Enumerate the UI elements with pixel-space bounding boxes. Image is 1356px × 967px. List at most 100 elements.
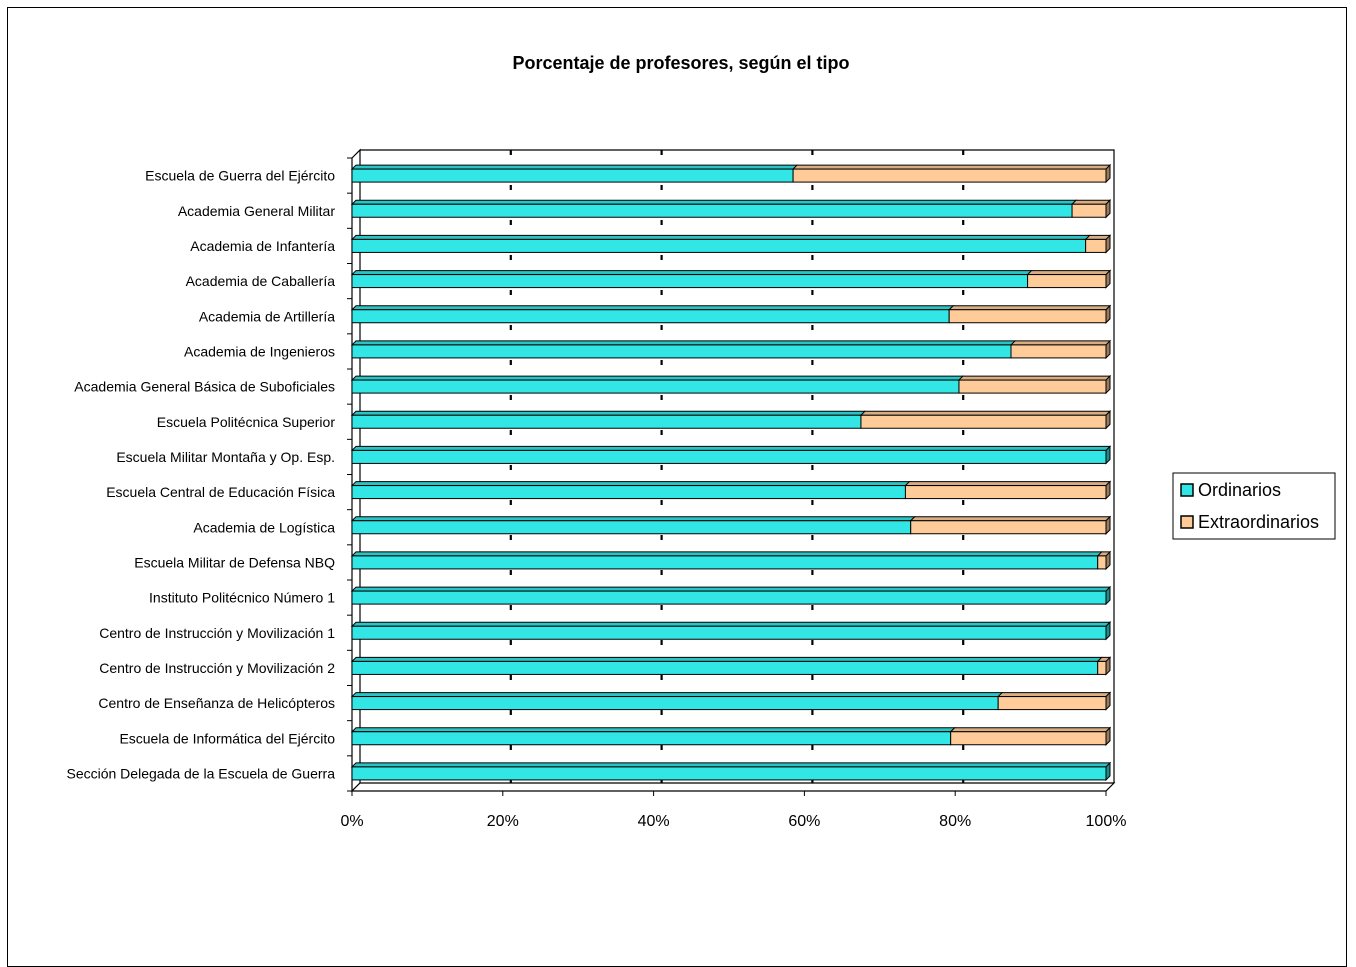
bar-extraordinarios bbox=[1097, 555, 1107, 570]
category-label: Centro de Enseñanza de Helicópteros bbox=[98, 695, 335, 711]
legend-label-extraordinarios: Extraordinarios bbox=[1198, 512, 1319, 532]
category-label: Escuela Politécnica Superior bbox=[157, 414, 336, 430]
bar-extraordinarios-top bbox=[957, 375, 1112, 381]
legend: Ordinarios Extraordinarios bbox=[1172, 472, 1336, 540]
bar-ordinarios-top bbox=[350, 199, 1078, 205]
bar-extraordinarios bbox=[904, 485, 1107, 500]
bar-extraordinarios bbox=[1071, 203, 1107, 218]
bar-extraordinarios-top bbox=[909, 516, 1112, 522]
bar-ordinarios bbox=[351, 520, 912, 535]
bar-ordinarios-top bbox=[350, 586, 1112, 592]
bar-ordinarios-top bbox=[350, 410, 867, 416]
x-tick-label: 80% bbox=[939, 813, 971, 830]
bar-extraordinarios-side bbox=[1105, 163, 1111, 184]
bar-ordinarios bbox=[351, 274, 1029, 289]
bar-ordinarios bbox=[351, 309, 950, 324]
bar-extraordinarios-top bbox=[859, 410, 1112, 416]
bar-ordinarios bbox=[351, 168, 794, 183]
bar-ordinarios-top bbox=[350, 551, 1103, 557]
category-label: Escuela de Informática del Ejército bbox=[119, 730, 335, 746]
bar-ordinarios-top bbox=[350, 270, 1033, 276]
bar-extraordinarios-top bbox=[1009, 340, 1112, 346]
category-label: Academia de Logística bbox=[193, 519, 335, 535]
category-label: Centro de Instrucción y Movilización 1 bbox=[99, 625, 335, 641]
bar-extraordinarios-side bbox=[1105, 726, 1111, 746]
bar-ordinarios-top bbox=[350, 692, 1004, 698]
bar-extraordinarios-side bbox=[1105, 480, 1111, 500]
bar-extraordinarios bbox=[958, 379, 1107, 394]
bar-extraordinarios-side bbox=[1105, 199, 1111, 219]
bar-ordinarios-top bbox=[350, 340, 1017, 346]
bar-extraordinarios-side bbox=[1105, 691, 1111, 711]
x-tick-label: 20% bbox=[487, 813, 519, 830]
bar-extraordinarios bbox=[792, 168, 1107, 183]
bar-ordinarios-side bbox=[1105, 761, 1111, 782]
bar-extraordinarios-side bbox=[1105, 269, 1111, 289]
bar-extraordinarios bbox=[1085, 238, 1107, 253]
category-label: Escuela Central de Educación Física bbox=[106, 484, 335, 500]
bar-extraordinarios bbox=[860, 414, 1107, 429]
bar-ordinarios-top bbox=[350, 234, 1091, 240]
back-wall-edge bbox=[360, 149, 1115, 783]
bar-extraordinarios-top bbox=[947, 305, 1112, 311]
bar-ordinarios bbox=[351, 449, 1107, 464]
bar-extraordinarios-side bbox=[1105, 374, 1111, 395]
category-label: Instituto Politécnico Número 1 bbox=[149, 590, 335, 606]
category-label: Escuela Militar Montaña y Op. Esp. bbox=[116, 449, 335, 465]
bar-extraordinarios-top bbox=[1070, 199, 1112, 205]
bar-ordinarios bbox=[351, 555, 1099, 570]
legend-swatch-extraordinarios bbox=[1180, 515, 1194, 529]
x-tick-label: 60% bbox=[788, 813, 820, 830]
bar-ordinarios-top bbox=[350, 481, 911, 487]
x-tick-label: 40% bbox=[638, 813, 670, 830]
bar-ordinarios-side bbox=[1105, 621, 1111, 641]
bar-ordinarios bbox=[351, 731, 952, 746]
bar-extraordinarios-top bbox=[904, 481, 1112, 487]
bar-extraordinarios bbox=[950, 731, 1107, 746]
bar-extraordinarios-top bbox=[1026, 270, 1112, 276]
bar-ordinarios bbox=[351, 590, 1107, 605]
bar-ordinarios bbox=[351, 766, 1107, 781]
category-label: Academia General Básica de Suboficiales bbox=[74, 379, 335, 395]
bar-extraordinarios bbox=[997, 696, 1107, 711]
x-tick-label: 0% bbox=[340, 813, 363, 830]
bar-extraordinarios bbox=[948, 309, 1107, 324]
bar-ordinarios-top bbox=[350, 762, 1112, 768]
bar-extraordinarios bbox=[1027, 274, 1107, 289]
category-label: Academia de Ingenieros bbox=[184, 343, 335, 359]
bar-extraordinarios-top bbox=[791, 164, 1112, 170]
bar-ordinarios bbox=[351, 660, 1099, 675]
bar-extraordinarios-side bbox=[1105, 410, 1111, 430]
bar-ordinarios bbox=[351, 379, 960, 394]
plot-area: 0% 20% 40% 60% 80% 100% Escuela de Guerra del … bbox=[66, 148, 1127, 830]
legend-swatch-ordinarios bbox=[1180, 483, 1194, 497]
bar-extraordinarios-side bbox=[1105, 656, 1111, 676]
category-label: Academia de Infantería bbox=[190, 238, 335, 254]
bar-extraordinarios bbox=[1010, 344, 1107, 359]
bar-ordinarios bbox=[351, 414, 862, 429]
bar-ordinarios bbox=[351, 344, 1012, 359]
bar-ordinarios-side bbox=[1105, 445, 1111, 465]
legend-box bbox=[1172, 472, 1336, 540]
bar-ordinarios-top bbox=[350, 621, 1112, 627]
category-label: Academia de Artillería bbox=[199, 308, 335, 324]
bar-ordinarios-top bbox=[350, 516, 916, 522]
legend-label-ordinarios: Ordinarios bbox=[1198, 480, 1281, 500]
category-label: Academia General Militar bbox=[178, 203, 336, 219]
bar-ordinarios bbox=[351, 485, 906, 500]
x-tick-label: 100% bbox=[1086, 813, 1127, 830]
chart-canvas: Porcentaje de profesores, según el tipo … bbox=[66, 53, 1336, 830]
bar-ordinarios-side bbox=[1105, 585, 1111, 606]
bar-extraordinarios-top bbox=[949, 727, 1112, 733]
bar-extraordinarios-side bbox=[1105, 304, 1111, 324]
chart-title: Porcentaje de profesores, según el tipo bbox=[512, 53, 849, 73]
bar-extraordinarios bbox=[1097, 660, 1107, 675]
bar-extraordinarios-side bbox=[1105, 339, 1111, 360]
category-label: Escuela Militar de Defensa NBQ bbox=[134, 554, 335, 570]
category-label: Centro de Instrucción y Movilización 2 bbox=[99, 660, 335, 676]
bar-ordinarios bbox=[351, 203, 1073, 218]
bar-ordinarios-top bbox=[350, 164, 799, 170]
bar-extraordinarios-side bbox=[1105, 234, 1111, 254]
bar-ordinarios bbox=[351, 696, 999, 711]
category-label: Academia de Caballería bbox=[186, 273, 336, 289]
